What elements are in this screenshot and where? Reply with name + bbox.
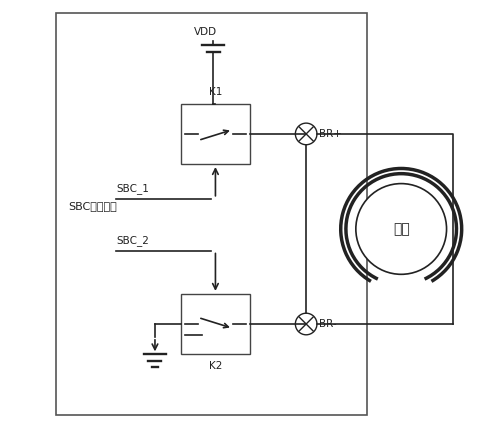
- Text: 电机: 电机: [393, 222, 409, 236]
- Bar: [56, 13, 366, 415]
- Circle shape: [296, 123, 317, 145]
- Text: K2: K2: [209, 361, 222, 371]
- Text: SBC_2: SBC_2: [116, 235, 149, 246]
- Text: K1: K1: [209, 87, 222, 97]
- Text: BR+: BR+: [319, 129, 342, 139]
- Circle shape: [296, 313, 317, 335]
- Text: SBC_1: SBC_1: [116, 184, 149, 194]
- Circle shape: [356, 184, 446, 274]
- Text: SBC控制电路: SBC控制电路: [68, 201, 117, 211]
- Text: VDD: VDD: [194, 27, 217, 37]
- Bar: [181, 294, 250, 354]
- Bar: [181, 104, 250, 164]
- Text: BR-: BR-: [319, 319, 336, 329]
